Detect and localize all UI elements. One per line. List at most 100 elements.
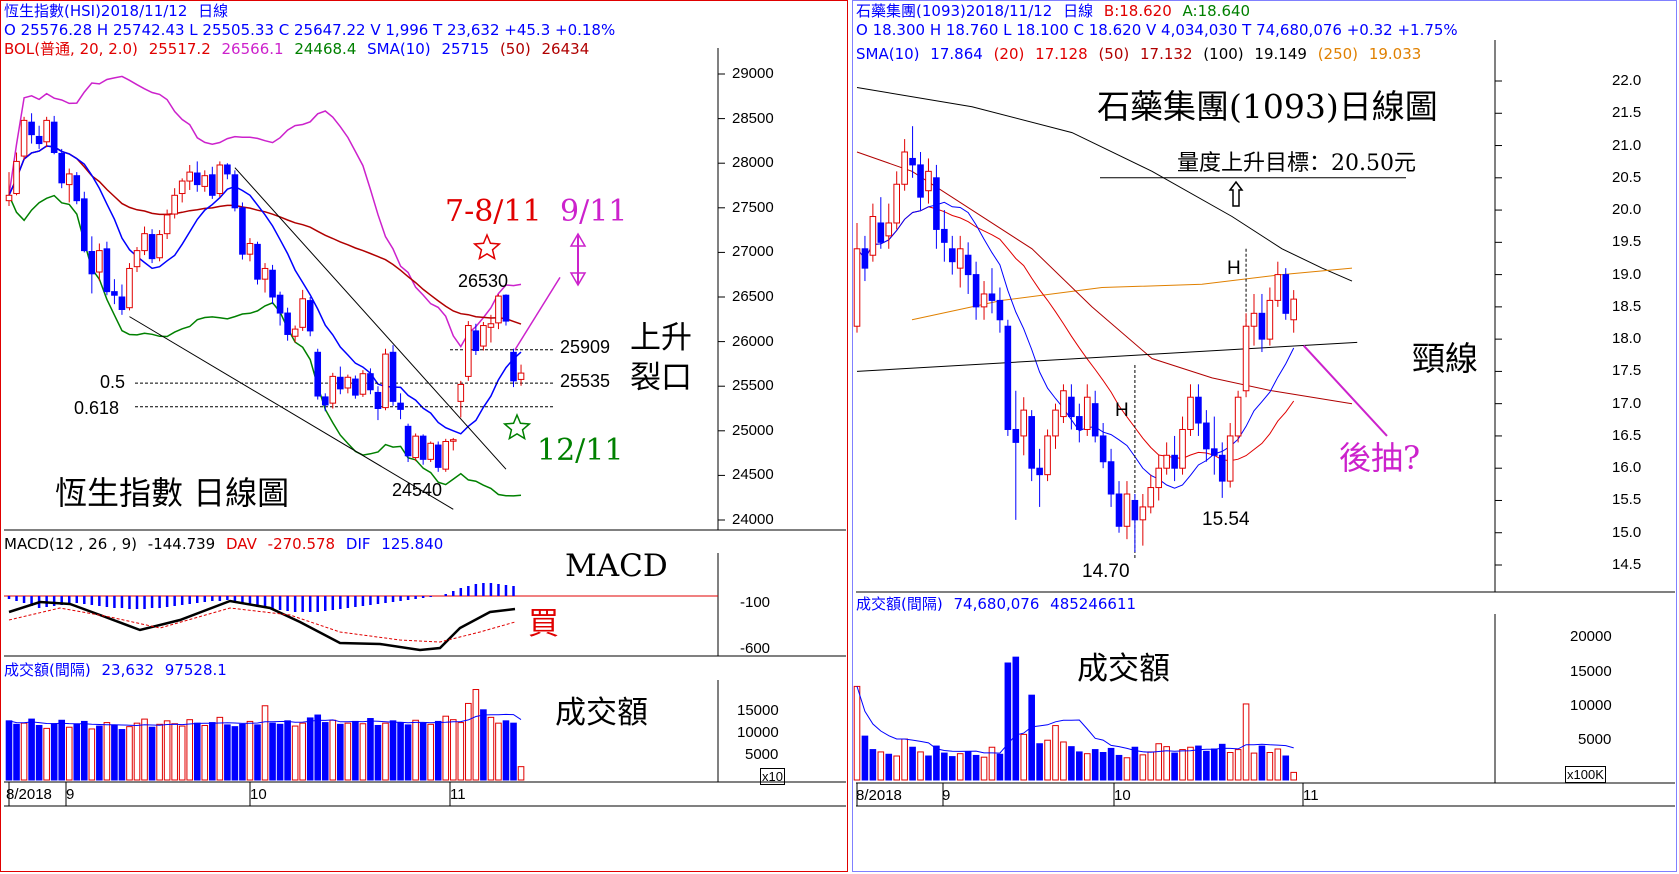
cspc-indicator-line: SMA(10) 17.864 (20) 17.128 (50) 17.132 (… [856,45,1427,63]
hsi-y-tick-label: 29000 [732,65,774,82]
cspc-volume-bar [1282,755,1290,781]
hsi-volume-bar [254,724,261,781]
cspc-volume-bar [1226,752,1234,781]
hsi-volume-bar [442,715,450,781]
hsi-volume-bar [457,722,465,781]
hsi-volume-bar [419,722,427,781]
hsi-candle-body [186,171,194,182]
hsi-candle-body [96,250,103,273]
cspc-candle-body [1203,422,1210,450]
cspc-y-tick-label: 18.0 [1612,330,1642,348]
hsi-candle-body [465,325,472,377]
hsi-panel-border [0,0,848,872]
hsi-volume-bar [344,722,352,781]
hsi-dav-label: DAV [226,535,257,553]
cspc-candle-body [885,222,893,237]
hsi-candle-body [224,164,231,175]
hsi-volume-bar [126,726,133,781]
cspc-vol-tick-20000: 20000 [1570,628,1612,645]
cspc-candle-body [1258,312,1266,340]
hsi-arrow-down-head [569,272,587,287]
hsi-candle-body [314,351,322,397]
cspc-candle-body [1211,448,1218,456]
hsi-volume-bar [404,724,412,781]
hsi-macd-tick-neg600: -600 [740,640,771,657]
hsi-candle-body [118,296,126,310]
hsi-candle-body [284,312,291,335]
hsi-dif-label: DIF [345,535,371,553]
hsi-volume-bar [65,726,73,781]
cspc-volume-bar [1290,771,1297,781]
hsi-price-svg [4,48,846,807]
cspc-volume-bar [1274,748,1282,781]
cspc-pullback-pointer [1302,344,1388,437]
cspc-h-right: H [1227,258,1241,279]
hsi-x-label-aug: 8/2018 [6,786,52,803]
hsi-volume-bar [449,719,457,781]
hsi-volume-bar [465,702,472,781]
cspc-candle-body [893,183,901,224]
cspc-volume-bar [1099,752,1107,781]
hsi-label-25909: 25909 [560,337,611,357]
hsi-bol-label: BOL(普通, 20, 2.0) [4,40,138,58]
cspc-target-arrow [1228,180,1244,207]
cspc-candle-body [1131,499,1139,521]
hsi-candle-body [81,198,88,252]
hsi-candle-body [517,372,525,380]
hsi-volume-bar [329,719,337,781]
cspc-y-tick-label: 17.5 [1612,362,1642,380]
cspc-candle-body [1242,325,1250,392]
hsi-candle-body [412,435,419,459]
hsi-volume-bar [284,720,291,781]
hsi-volume-bar [359,723,367,781]
cspc-volume-bar [877,751,885,781]
hsi-candle-body [5,194,13,202]
cspc-chart-title: 石藥集團(1093)日線圖 [1097,87,1438,126]
hsi-candle-body [404,425,412,457]
cspc-candle-body [1020,409,1028,437]
hsi-dif-value: 125.840 [381,535,444,553]
hsi-candle-body [480,325,487,347]
hsi-candle-body [231,174,239,209]
hsi-trendline-lower [129,316,454,510]
cspc-volume-bar [964,751,972,781]
cspc-candle-body [925,170,932,192]
cspc-volume-bar [917,751,924,781]
cspc-volume-bar [1036,743,1043,781]
hsi-y-tick-label: 25000 [732,421,774,439]
cspc-candle-body [1099,435,1107,463]
hsi-volume-bar [382,722,389,781]
cspc-y-tick-label: 15.5 [1612,491,1642,509]
hsi-trendline-upper [234,167,507,470]
hsi-candle-body [163,214,171,235]
cspc-candle-body [980,293,988,308]
hsi-volume-bar [209,722,216,781]
hsi-label-12: 12/11 [537,433,624,468]
hsi-candle-body [13,160,20,195]
cspc-volume-bar [925,755,932,781]
cspc-volume-bar [909,746,916,781]
hsi-candle-body [344,376,352,389]
hsi-macd-value: -144.739 [147,535,216,553]
hsi-y-tick-label: 24500 [732,466,774,484]
cspc-volume-bar [1123,757,1131,781]
cspc-candle-body [964,254,972,276]
hsi-volume-bar [13,723,20,781]
hsi-ohlc-text: O 25576.28 H 25742.43 L 25505.33 C 25647… [4,21,616,39]
cspc-y-tick-label: 14.5 [1612,556,1642,573]
cspc-volume-label: 成交額(間隔) [856,595,943,613]
hsi-volume-bar [193,722,201,781]
hsi-sma50: 26434 [541,40,590,58]
cspc-volume-bar [1139,754,1147,781]
cspc-volume-bar [869,749,877,781]
hsi-volume-bar [472,689,480,781]
cspc-neckline [856,341,1358,372]
hsi-volume-bar [201,724,209,781]
hsi-label-25535: 25535 [560,371,611,391]
cspc-volume-bar [1052,725,1059,781]
hsi-volume-bar [111,724,118,781]
cspc-x-label-aug: 8/2018 [856,787,902,804]
cspc-bid: B:18.620 [1103,2,1172,20]
hsi-candle-body [434,444,442,468]
hsi-volume-bar [58,719,66,781]
